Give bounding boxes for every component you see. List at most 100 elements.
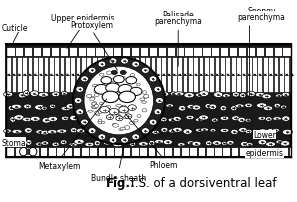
Circle shape	[102, 92, 119, 103]
Bar	[119, 58, 123, 92]
Ellipse shape	[98, 121, 102, 124]
Ellipse shape	[199, 115, 208, 120]
Bar	[188, 58, 193, 92]
Ellipse shape	[246, 143, 253, 147]
Ellipse shape	[113, 124, 119, 127]
Bar	[164, 147, 172, 157]
Ellipse shape	[168, 118, 177, 122]
Ellipse shape	[142, 128, 149, 134]
Bar	[17, 58, 22, 92]
Bar	[6, 44, 291, 158]
Text: Spongy: Spongy	[247, 7, 276, 16]
Ellipse shape	[139, 142, 148, 146]
Ellipse shape	[41, 107, 48, 110]
Ellipse shape	[88, 110, 93, 113]
Ellipse shape	[76, 109, 84, 115]
Ellipse shape	[276, 95, 282, 98]
Bar	[189, 147, 197, 157]
Ellipse shape	[263, 106, 273, 111]
Bar	[206, 147, 214, 157]
Bar	[289, 147, 291, 157]
Bar	[64, 147, 72, 157]
Bar	[15, 47, 23, 57]
Ellipse shape	[273, 117, 282, 121]
Ellipse shape	[117, 116, 121, 119]
Circle shape	[119, 92, 135, 103]
Bar	[33, 58, 38, 92]
Ellipse shape	[220, 117, 229, 121]
Ellipse shape	[70, 116, 80, 121]
Ellipse shape	[47, 130, 57, 134]
Ellipse shape	[98, 119, 102, 122]
Ellipse shape	[99, 85, 104, 88]
Ellipse shape	[106, 106, 111, 109]
Text: parenchyma: parenchyma	[154, 17, 202, 26]
Ellipse shape	[214, 92, 223, 98]
Bar	[102, 58, 107, 92]
Ellipse shape	[14, 115, 24, 121]
Ellipse shape	[205, 104, 211, 109]
Text: T.S. of a dorsiventral leaf: T.S. of a dorsiventral leaf	[129, 176, 277, 189]
Ellipse shape	[91, 103, 96, 106]
Bar	[265, 47, 273, 57]
Ellipse shape	[23, 104, 31, 109]
Ellipse shape	[140, 98, 145, 101]
Ellipse shape	[94, 141, 100, 146]
Ellipse shape	[156, 98, 163, 104]
Bar	[129, 58, 134, 92]
Text: Bundle sheath: Bundle sheath	[91, 173, 146, 182]
Bar	[181, 147, 189, 157]
Circle shape	[130, 88, 142, 96]
Bar	[60, 58, 64, 92]
Bar	[104, 47, 113, 57]
Ellipse shape	[116, 105, 121, 107]
Ellipse shape	[42, 118, 51, 123]
Circle shape	[128, 105, 136, 111]
Bar	[97, 58, 102, 92]
Bar	[222, 147, 230, 157]
Ellipse shape	[96, 114, 100, 116]
Ellipse shape	[61, 117, 69, 121]
Bar	[236, 58, 241, 92]
Ellipse shape	[66, 104, 75, 109]
Bar	[49, 58, 54, 92]
Bar	[6, 58, 11, 92]
Ellipse shape	[4, 129, 11, 133]
Ellipse shape	[168, 129, 177, 133]
Bar	[252, 58, 257, 92]
Ellipse shape	[163, 140, 172, 145]
Ellipse shape	[274, 104, 280, 108]
Ellipse shape	[129, 122, 135, 125]
Ellipse shape	[125, 110, 129, 113]
Bar	[274, 47, 282, 57]
Ellipse shape	[195, 129, 204, 132]
Bar	[173, 147, 180, 157]
Circle shape	[100, 107, 109, 113]
Ellipse shape	[113, 142, 123, 147]
Ellipse shape	[74, 98, 82, 104]
Bar	[279, 58, 284, 92]
Ellipse shape	[134, 120, 138, 122]
Bar	[238, 47, 246, 57]
Ellipse shape	[20, 148, 27, 156]
Bar	[70, 58, 75, 92]
Bar	[6, 47, 15, 57]
Bar	[247, 147, 255, 157]
Bar	[241, 58, 246, 92]
Bar	[156, 147, 164, 157]
Ellipse shape	[258, 117, 266, 121]
Ellipse shape	[235, 104, 244, 108]
Bar	[282, 47, 291, 57]
Ellipse shape	[149, 76, 157, 82]
Ellipse shape	[61, 92, 67, 96]
Ellipse shape	[160, 118, 167, 122]
Ellipse shape	[173, 117, 181, 122]
Ellipse shape	[206, 141, 212, 146]
Ellipse shape	[192, 142, 201, 146]
Ellipse shape	[221, 142, 228, 146]
Ellipse shape	[258, 129, 268, 134]
Ellipse shape	[11, 105, 22, 109]
Bar	[65, 58, 70, 92]
Ellipse shape	[93, 102, 97, 105]
Bar	[145, 58, 150, 92]
